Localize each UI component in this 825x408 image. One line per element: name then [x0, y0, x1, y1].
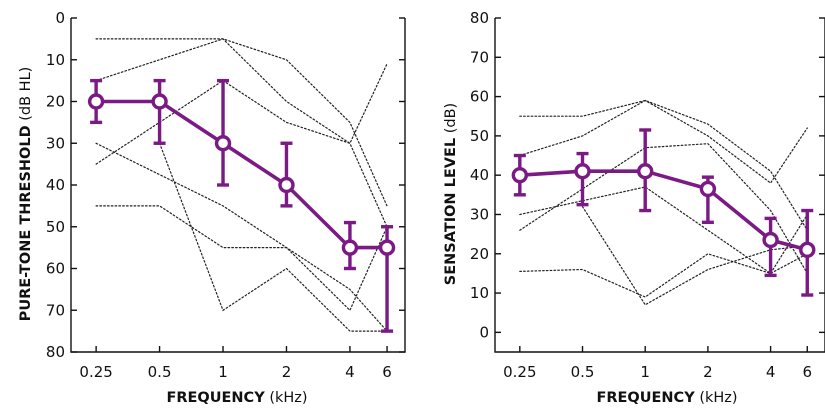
right-y-tick-label: 30 [470, 205, 489, 223]
right-y-tick-label: 40 [470, 166, 489, 184]
right-y-tick-label: 10 [470, 284, 489, 302]
left-y-tick-label: 80 [46, 343, 65, 361]
left-x-tick-label: 4 [345, 363, 355, 381]
left-y-tick-label: 30 [46, 134, 65, 152]
left-x-tick-label: 6 [382, 363, 392, 381]
pure-tone-threshold-chart: 0 10 20 30 40 50 60 70 80 0.25 0.5 1 2 4 6 FREQUENCY (… [18, 9, 406, 406]
right-chart-axes: 0 10 20 30 40 50 60 70 80 0.25 0.5 1 2 4 6 [470, 9, 825, 381]
individual-thresholds [95, 38, 388, 332]
right-y-tick-label: 70 [470, 48, 489, 66]
left-mean-point [151, 93, 168, 110]
left-individual-line [95, 205, 388, 312]
right-x-tick-label: 0.5 [571, 363, 595, 381]
left-mean-point [214, 135, 232, 152]
left-y-axis-title: PURE-TONE THRESHOLD (dB HL) [18, 67, 34, 322]
left-x-tick-label: 2 [282, 363, 292, 381]
left-mean-point [278, 176, 295, 194]
right-x-axis-title: FREQUENCY (kHz) [596, 390, 737, 406]
left-y-tick-label: 40 [46, 176, 65, 194]
right-x-tick-label: 4 [766, 363, 776, 381]
sensation-level-chart: 0 10 20 30 40 50 60 70 80 0.25 0.5 1 2 4 6 FREQUENCY (… [443, 9, 825, 406]
right-y-axis-title: SENSATION LEVEL (dB) [443, 103, 459, 285]
left-x-tick-label: 0.5 [148, 363, 172, 381]
right-mean-point [762, 231, 779, 249]
left-mean-point [341, 239, 359, 256]
left-individual-line [95, 38, 388, 207]
right-y-tick-label: 60 [470, 88, 489, 106]
right-mean-point [699, 180, 717, 198]
right-mean-point [574, 163, 591, 180]
right-y-tick-label: 50 [470, 127, 489, 145]
right-mean-point [799, 241, 816, 259]
left-mean-point [378, 239, 396, 256]
left-mean-point [87, 93, 105, 110]
left-y-tick-label: 20 [46, 93, 65, 111]
left-y-tick-label: 60 [46, 260, 65, 278]
left-individual-line [95, 142, 388, 332]
left-individual-line [95, 79, 388, 228]
right-y-tick-label: 20 [470, 245, 489, 263]
right-individual-line [519, 143, 808, 274]
right-mean-point [637, 163, 654, 180]
right-individual-line [519, 99, 808, 184]
left-y-tick-label: 10 [46, 51, 65, 69]
right-mean-point [511, 166, 529, 184]
right-x-tick-label: 0.25 [503, 363, 536, 381]
left-individual-line [95, 38, 388, 145]
right-individual-line [581, 206, 808, 306]
right-y-tick-label: 0 [479, 323, 489, 341]
mean-threshold-series [87, 78, 396, 333]
left-chart-axes: 0 10 20 30 40 50 60 70 80 0.25 0.5 1 2 4 6 [46, 9, 406, 381]
right-individual-line [519, 253, 808, 298]
right-individual-line [519, 99, 808, 231]
left-mean-line [96, 99, 387, 250]
left-y-tick-label: 50 [46, 218, 65, 236]
left-y-tick-label: 70 [46, 301, 65, 319]
left-x-axis-title: FREQUENCY (kHz) [166, 390, 307, 406]
right-x-tick-label: 2 [703, 363, 713, 381]
right-x-tick-label: 1 [640, 363, 650, 381]
individual-sensation-levels [519, 99, 808, 306]
left-x-tick-label: 0.25 [79, 363, 112, 381]
left-x-tick-label: 1 [218, 363, 228, 381]
left-y-tick-label: 0 [55, 9, 65, 27]
right-y-tick-label: 80 [470, 9, 489, 27]
right-individual-line [519, 186, 808, 275]
left-plot-frame [70, 18, 406, 353]
mean-sensation-level-series [511, 128, 816, 297]
right-x-tick-label: 6 [802, 363, 812, 381]
right-plot-frame [494, 18, 825, 353]
left-individual-line [159, 142, 388, 332]
